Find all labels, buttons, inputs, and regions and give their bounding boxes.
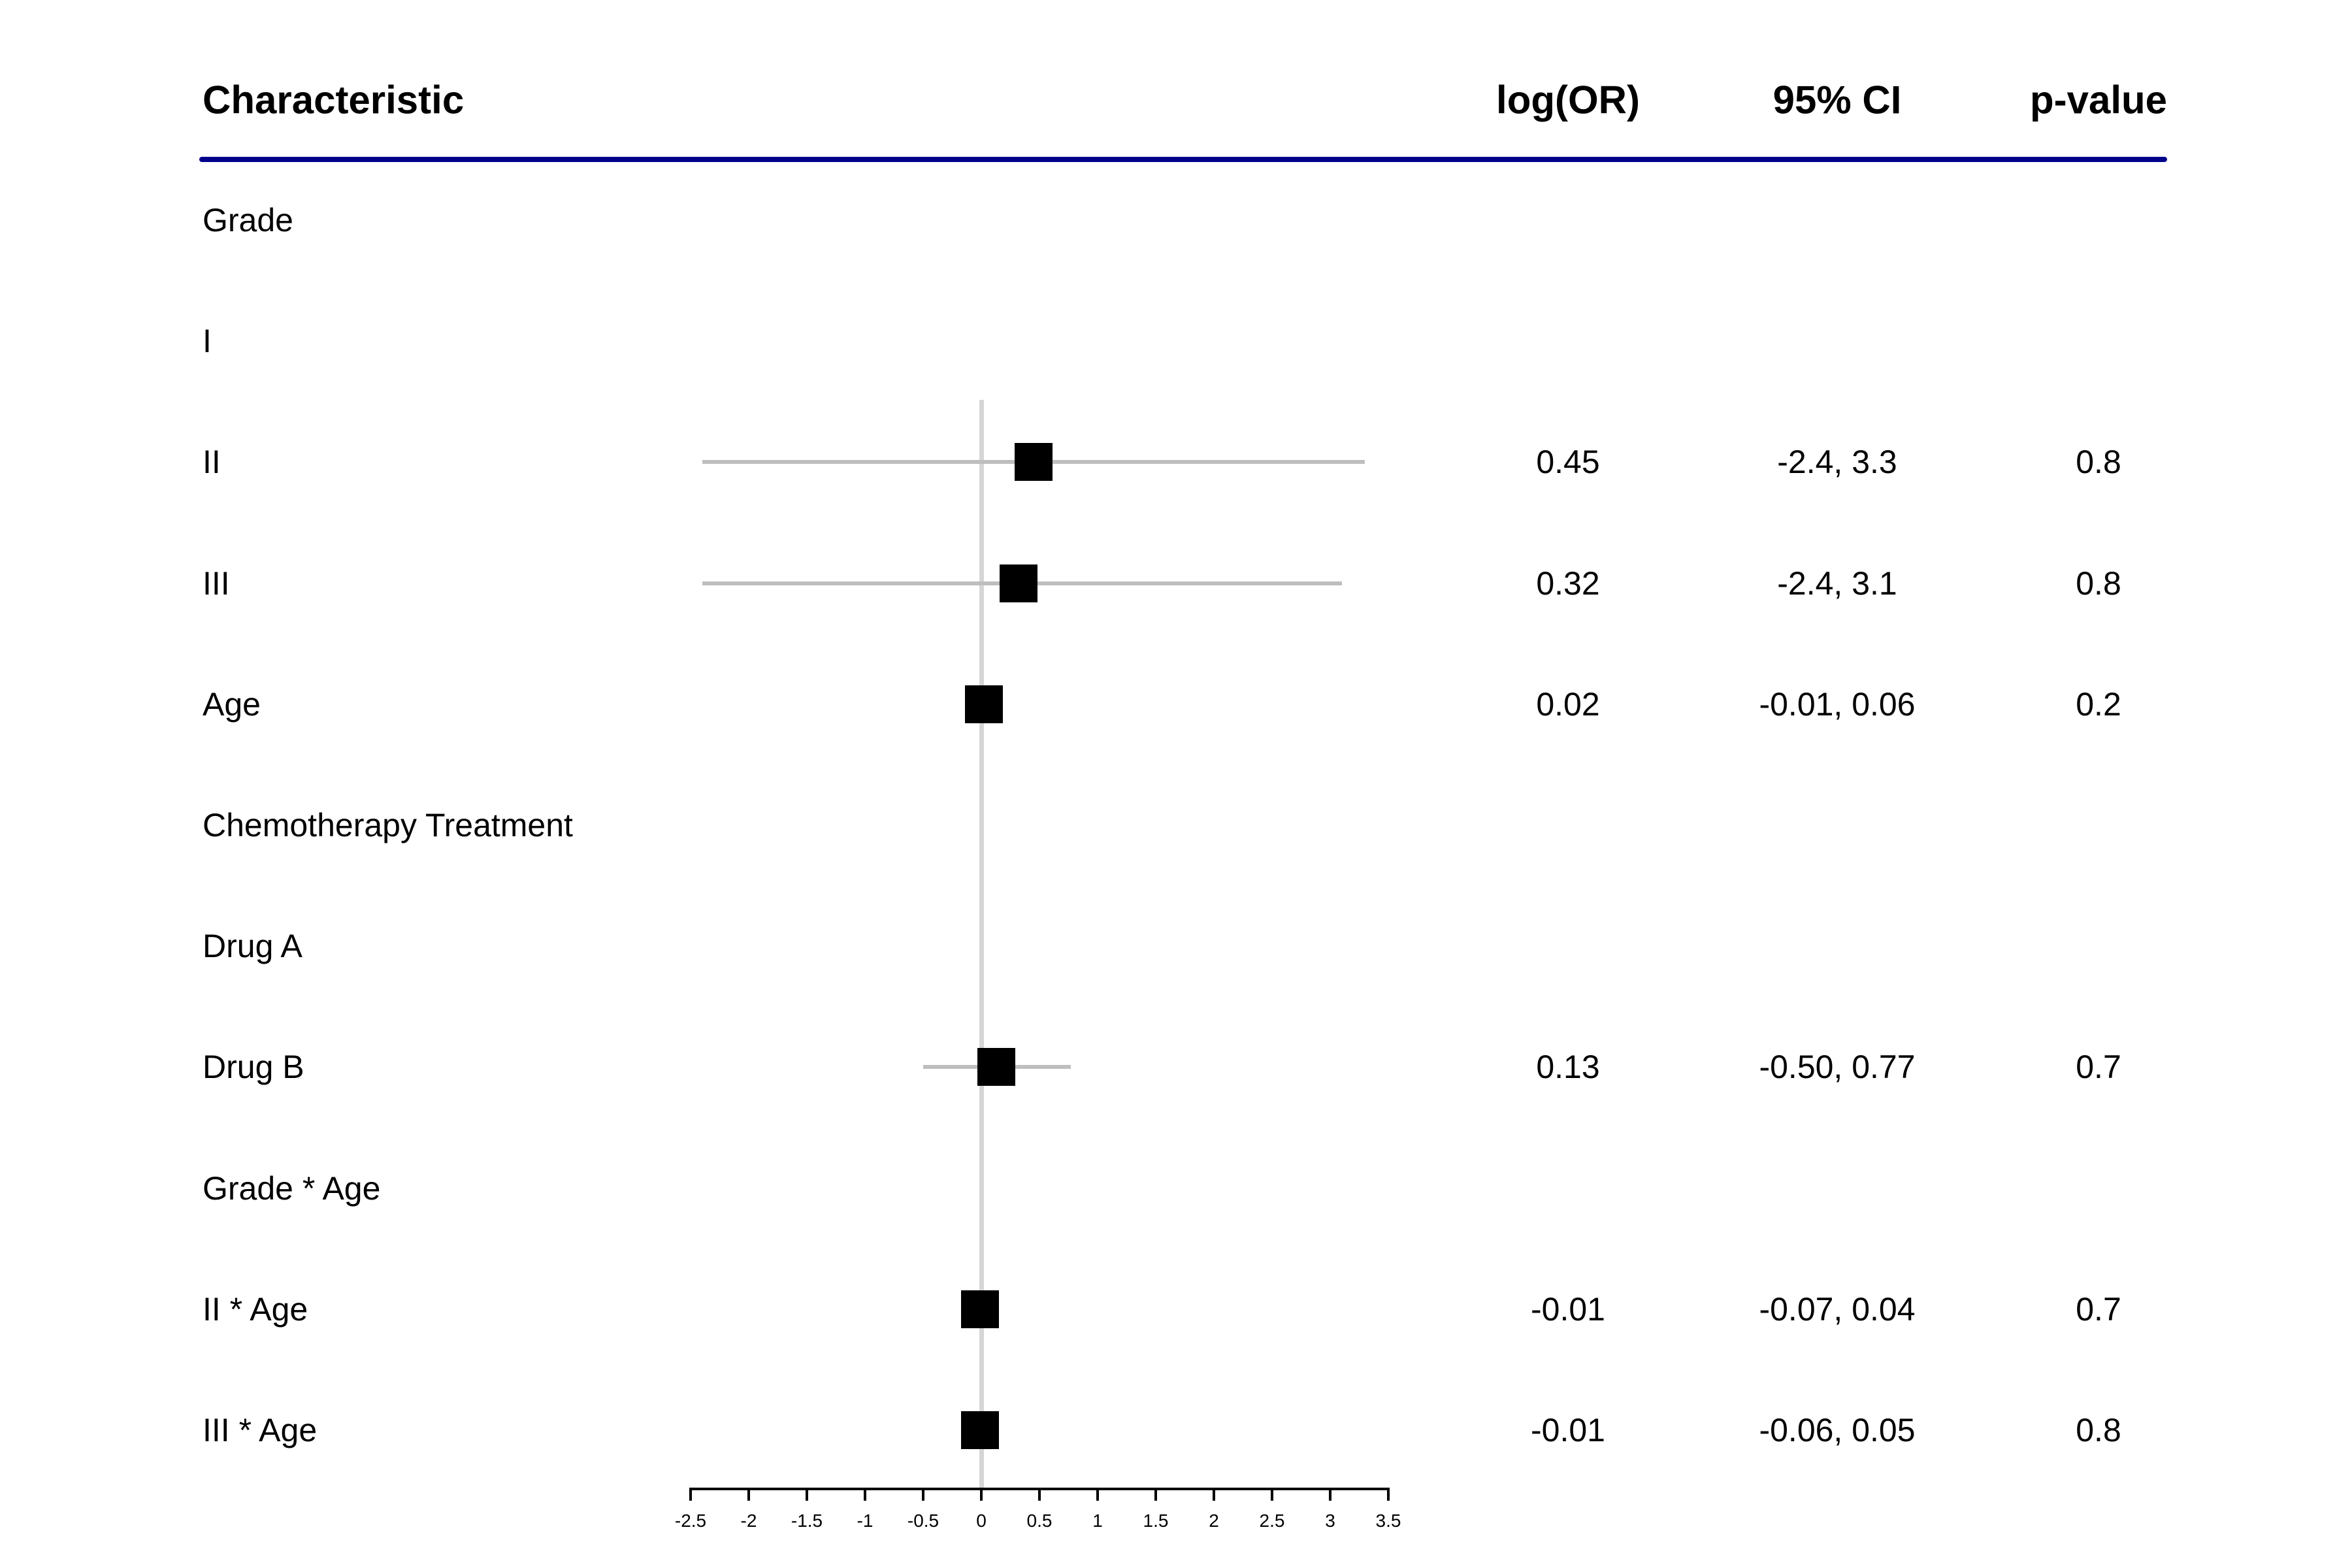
axis-tick	[689, 1490, 692, 1501]
axis-tick	[922, 1490, 924, 1501]
row-label: II * Age	[203, 1290, 308, 1328]
axis-tick	[1038, 1490, 1041, 1501]
axis-tick	[1387, 1490, 1390, 1501]
estimate-marker	[1015, 443, 1053, 482]
axis-tick	[1096, 1490, 1099, 1501]
estimate-marker	[977, 1048, 1016, 1086]
column-header-estimate: log(OR)	[1496, 78, 1640, 122]
row-label: Drug B	[203, 1049, 304, 1086]
row-label: II	[203, 444, 221, 481]
row-label: Chemotherapy Treatment	[203, 807, 573, 843]
row-label: III * Age	[203, 1412, 318, 1448]
axis-tick	[1271, 1490, 1273, 1501]
estimate-marker	[999, 564, 1037, 602]
header-divider-rule	[199, 157, 2167, 162]
axis-tick-label: -0.5	[907, 1511, 939, 1531]
p-value: 0.8	[2076, 444, 2121, 481]
estimate-marker	[961, 1290, 1000, 1328]
ci-value: -0.07, 0.04	[1759, 1290, 1916, 1328]
estimate-value: -0.01	[1531, 1290, 1605, 1328]
axis-tick-label: -1.5	[791, 1511, 823, 1531]
axis-tick-label: 2	[1209, 1511, 1219, 1531]
axis-tick-label: -2	[740, 1511, 757, 1531]
row-label: Age	[203, 685, 261, 723]
axis-tick	[864, 1490, 866, 1501]
axis-tick-label: 3.5	[1375, 1511, 1401, 1531]
p-value: 0.7	[2076, 1049, 2121, 1086]
estimate-value: 0.02	[1536, 685, 1600, 723]
axis-tick-label: -2.5	[674, 1511, 707, 1531]
column-header-pvalue: p-value	[2029, 78, 2168, 122]
row-label: Grade	[203, 202, 293, 238]
p-value: 0.8	[2076, 564, 2121, 602]
axis-tick-label: -1	[857, 1511, 874, 1531]
zero-reference-line	[979, 400, 984, 1489]
estimate-value: 0.13	[1536, 1049, 1600, 1086]
estimate-value: -0.01	[1531, 1412, 1605, 1448]
axis-tick-label: 0	[976, 1511, 987, 1531]
axis-tick	[1329, 1490, 1331, 1501]
column-header-characteristic: Characteristic	[203, 78, 465, 122]
column-header-ci: 95% CI	[1772, 78, 1902, 122]
ci-value: -0.50, 0.77	[1759, 1049, 1916, 1086]
axis-tick	[806, 1490, 808, 1501]
p-value: 0.8	[2076, 1412, 2121, 1448]
p-value: 0.7	[2076, 1290, 2121, 1328]
axis-tick-label: 3	[1325, 1511, 1335, 1531]
axis-tick	[1213, 1490, 1215, 1501]
axis-tick-label: 2.5	[1259, 1511, 1285, 1531]
row-label: Drug A	[203, 928, 302, 965]
estimate-marker	[961, 1411, 1000, 1449]
ci-value: -0.01, 0.06	[1759, 685, 1916, 723]
ci-value: -0.06, 0.05	[1759, 1412, 1916, 1448]
estimate-value: 0.45	[1536, 444, 1600, 481]
axis-tick-label: 1.5	[1143, 1511, 1169, 1531]
axis-tick-label: 0.5	[1026, 1511, 1053, 1531]
ci-value: -2.4, 3.3	[1777, 444, 1897, 481]
row-label: III	[203, 564, 230, 602]
x-axis-line	[689, 1488, 1390, 1490]
axis-tick	[1154, 1490, 1157, 1501]
axis-tick	[747, 1490, 750, 1501]
estimate-value: 0.32	[1536, 564, 1600, 602]
estimate-marker	[964, 685, 1003, 723]
p-value: 0.2	[2076, 685, 2121, 723]
axis-tick	[980, 1490, 983, 1501]
row-label: I	[203, 323, 212, 360]
row-label: Grade * Age	[203, 1169, 381, 1207]
ci-value: -2.4, 3.1	[1777, 564, 1897, 602]
axis-tick-label: 1	[1092, 1511, 1103, 1531]
